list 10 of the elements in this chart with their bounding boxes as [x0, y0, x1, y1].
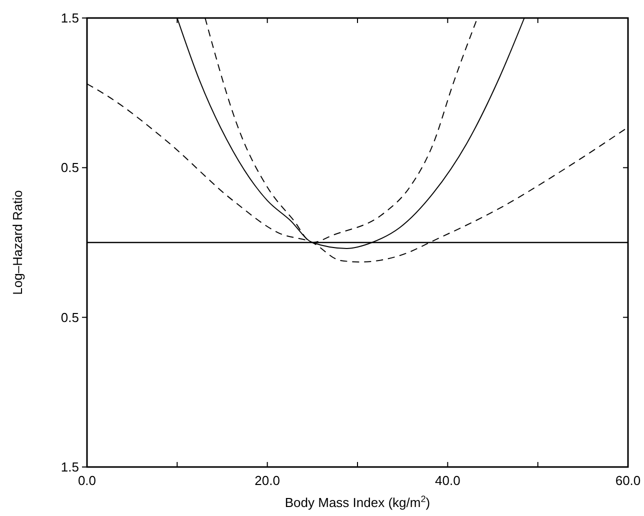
- y-axis-title: Log–Hazard Ratio: [10, 190, 25, 295]
- x-axis-title: Body Mass Index (kg/m$^{2}$): [284, 494, 430, 510]
- y-tick-label: 1.5: [60, 10, 79, 26]
- y-tick-label: 0.5: [60, 310, 79, 325]
- x-tick-label: 0.0: [78, 473, 96, 488]
- x-tick-label: 60.0: [615, 473, 641, 488]
- y-tick-label: 0.5: [60, 160, 79, 176]
- y-tick-label: 1.5: [60, 460, 79, 474]
- x-tick-label: 40.0: [435, 473, 460, 488]
- x-tick-label: 20.0: [254, 473, 280, 488]
